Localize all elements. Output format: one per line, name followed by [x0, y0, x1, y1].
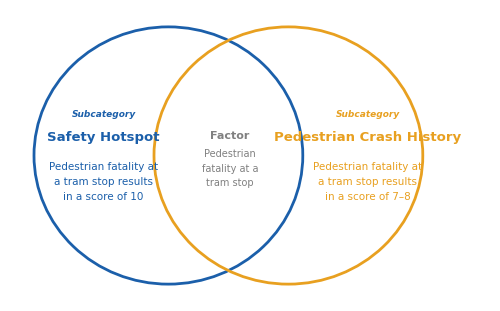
- Text: Safety Hotspot: Safety Hotspot: [48, 132, 160, 145]
- Text: Pedestrian Crash History: Pedestrian Crash History: [274, 132, 461, 145]
- Text: Subcategory: Subcategory: [72, 110, 136, 119]
- Text: Subcategory: Subcategory: [336, 110, 400, 119]
- Text: Factor: Factor: [210, 132, 250, 142]
- Text: Pedestrian fatality at
a tram stop results
in a score of 10: Pedestrian fatality at a tram stop resul…: [49, 162, 158, 202]
- Text: Pedestrian
fatality at a
tram stop: Pedestrian fatality at a tram stop: [202, 149, 258, 188]
- Text: Pedestrian fatality at
a tram stop results
in a score of 7–8: Pedestrian fatality at a tram stop resul…: [313, 162, 422, 202]
